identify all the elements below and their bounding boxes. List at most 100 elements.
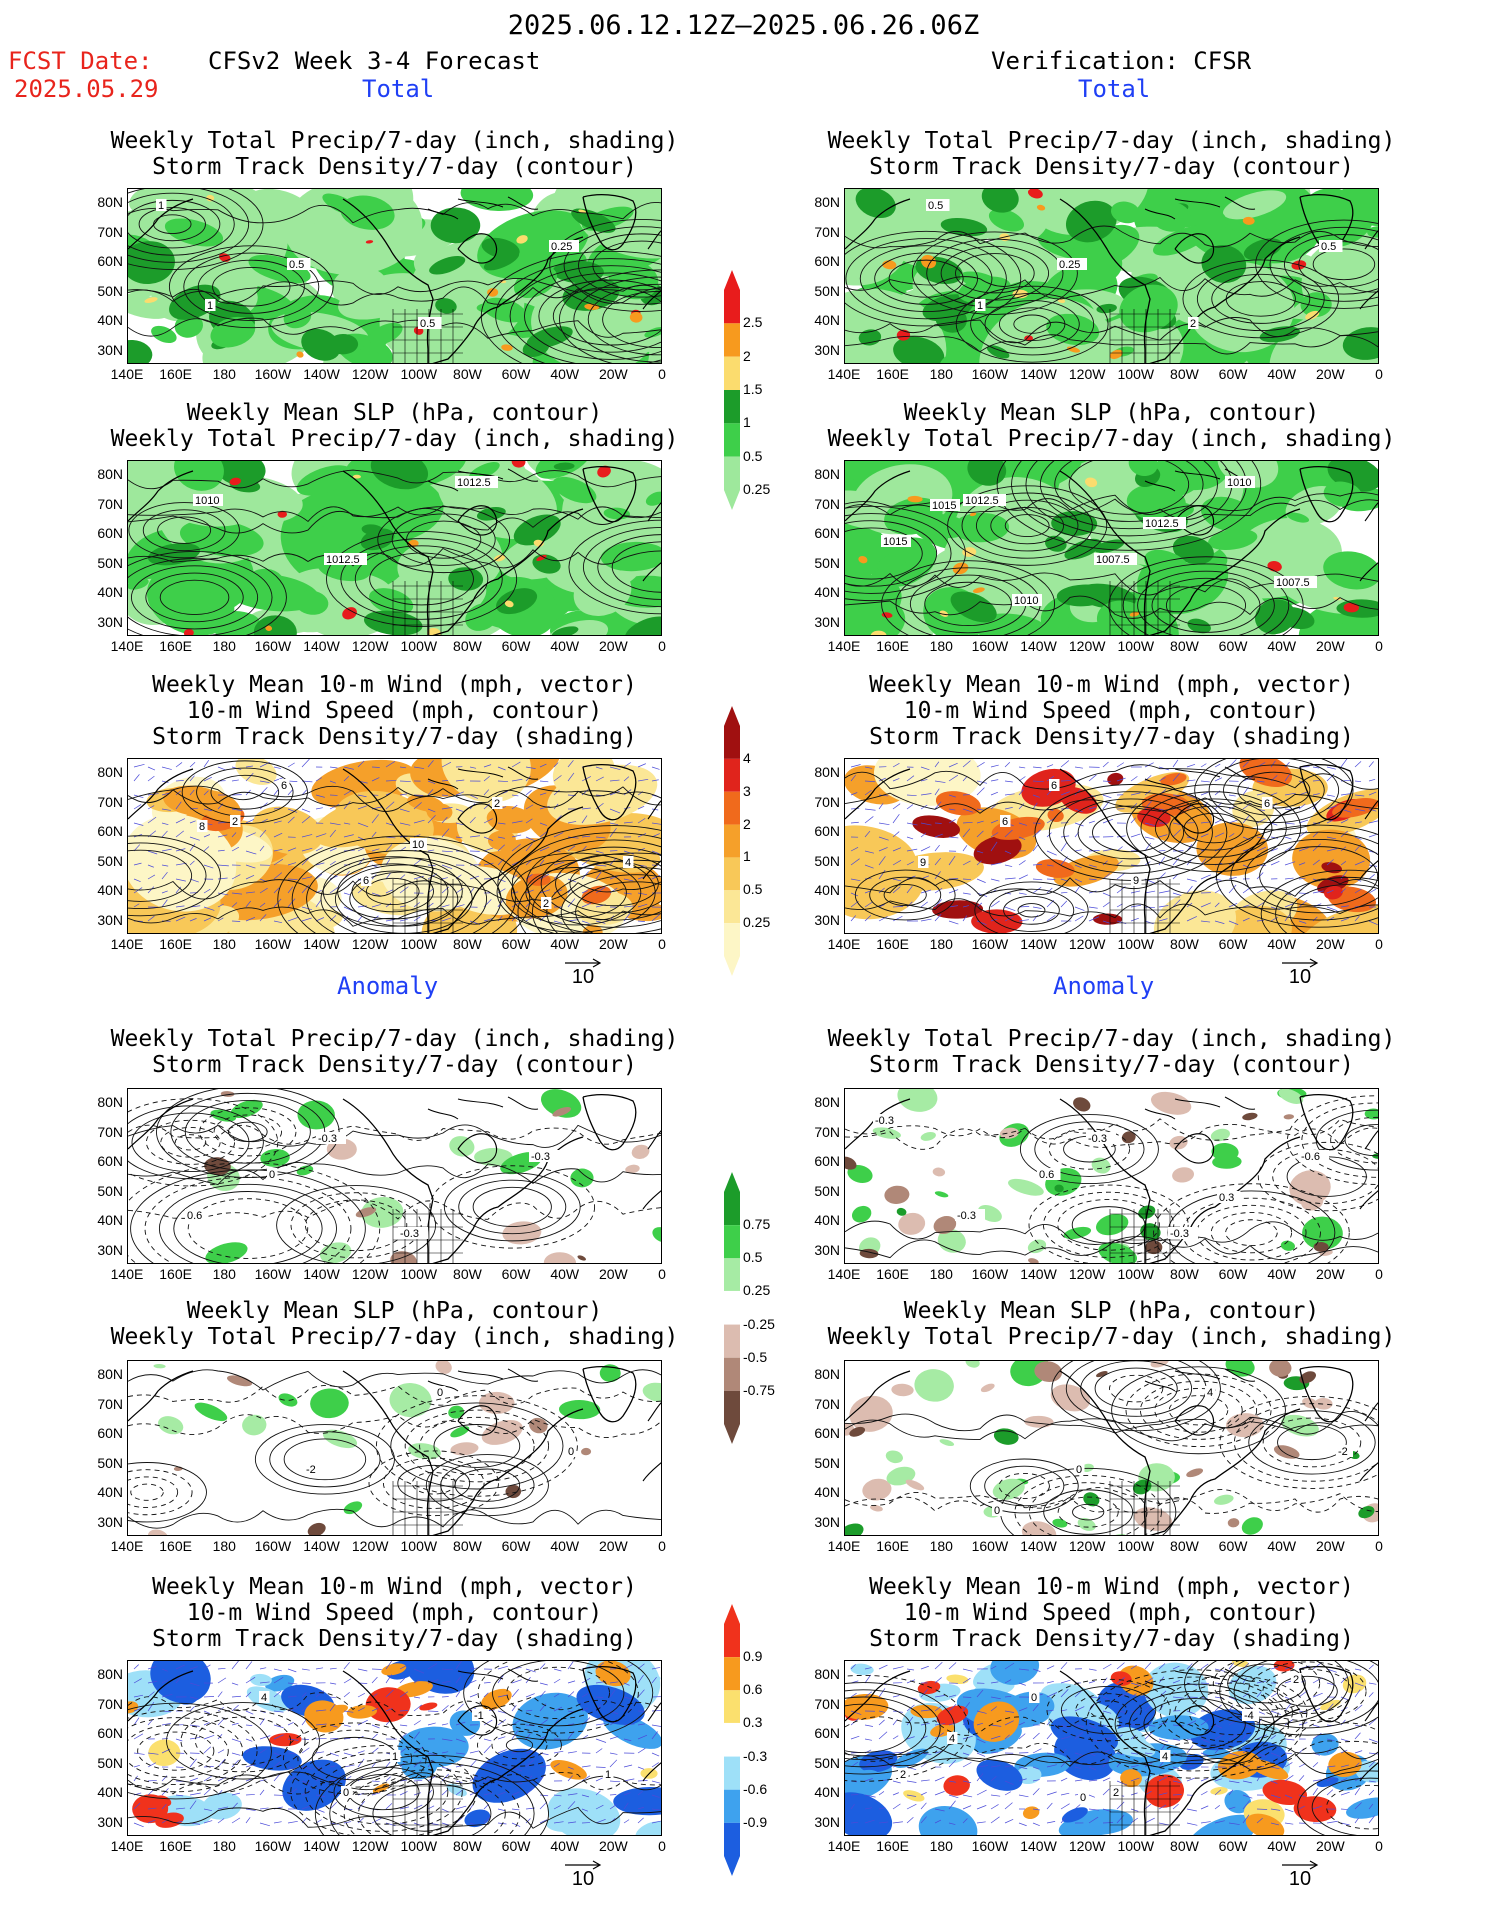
colorbar-label-precip_anom-2: 0.5 xyxy=(743,1249,763,1266)
lat-label-right-2-60N: 60N xyxy=(814,525,840,541)
lon-label-right-1-140W: 140W xyxy=(1020,366,1057,382)
lat-label-left-4-40N: 40N xyxy=(97,1212,123,1228)
contour-label-right-6-3: 2 xyxy=(900,1769,906,1781)
map-panel-right-6: 2 -4 2 0 4 2 4 0 xyxy=(844,1660,1379,1836)
lon-label-left-5-40W: 40W xyxy=(550,1538,580,1554)
lon-label-left-1-60W: 60W xyxy=(501,366,531,382)
lon-label-left-1-20W: 20W xyxy=(598,366,628,382)
contour-label-left-5-3: 0 xyxy=(568,1446,574,1458)
lat-label-right-5-50N: 50N xyxy=(814,1454,840,1471)
lon-label-left-2-60W: 60W xyxy=(501,638,531,654)
lon-label-left-5-160W: 160W xyxy=(254,1538,292,1554)
contour-label-right-4-6: 0.3 xyxy=(1219,1192,1234,1204)
contour-label-right-1-2: 0.25 xyxy=(1059,259,1080,271)
map-left-1: 1 0.5 0.5 0.25 1 xyxy=(128,189,661,363)
lat-label-right-1-30N: 30N xyxy=(814,341,840,358)
panel-title-right-3-line2: 10-m Wind Speed (mph, contour) xyxy=(903,698,1320,724)
left-anomaly-label: Anomaly xyxy=(337,972,439,1000)
lon-label-left-3-0: 0 xyxy=(658,936,666,952)
lon-label-left-4-140W: 140W xyxy=(303,1266,340,1282)
lon-label-right-5-120W: 120W xyxy=(1068,1538,1106,1554)
lon-label-left-1-120W: 120W xyxy=(351,366,389,382)
lat-label-left-2-60N: 60N xyxy=(97,525,123,541)
lat-label-left-6-50N: 50N xyxy=(97,1754,123,1771)
contour-label-left-6-4: 4 xyxy=(261,1692,267,1704)
contour-label-right-4-1: 0.6 xyxy=(1039,1169,1054,1181)
vector-ref-label-left-3: 10 xyxy=(571,966,595,988)
colorbar-label-storm_total-2: 3 xyxy=(743,782,751,799)
lon-label-right-1-120W: 120W xyxy=(1068,366,1106,382)
vector-ref-label-right-3: 10 xyxy=(1288,966,1312,988)
lat-label-right-1-60N: 60N xyxy=(814,253,840,269)
lon-label-left-1-140W: 140W xyxy=(303,366,340,382)
lon-label-left-6-160E: 160E xyxy=(159,1838,192,1854)
lon-label-left-1-80W: 80W xyxy=(453,366,482,382)
lon-label-right-6-60W: 60W xyxy=(1218,1838,1248,1854)
lat-label-left-3-40N: 40N xyxy=(97,882,123,898)
lon-label-right-5-160W: 160W xyxy=(971,1538,1009,1554)
colorbar-label-storm_anom-6: -0.9 xyxy=(743,1813,768,1830)
lon-label-right-6-80W: 80W xyxy=(1170,1838,1199,1854)
lat-label-left-4-30N: 30N xyxy=(97,1241,123,1258)
lat-label-left-3-70N: 70N xyxy=(97,793,123,810)
contour-label-left-4-4: 0.6 xyxy=(187,1210,202,1222)
colorbar-label-precip_total-4: 1 xyxy=(743,414,751,431)
contour-label-left-3-4: 4 xyxy=(625,857,631,869)
panel-title-right-6-line3: Storm Track Density/7-day (shading) xyxy=(869,1626,1354,1652)
map-right-1: 0.5 0.25 2 0.5 1 xyxy=(845,189,1378,363)
colorbar-label-storm_anom-4: -0.3 xyxy=(743,1747,768,1764)
contour-label-right-2-7: 1007.5 xyxy=(1276,577,1310,589)
panel-title-right-2-line2: Weekly Total Precip/7-day (inch, shading… xyxy=(827,426,1396,452)
lon-label-left-6-80W: 80W xyxy=(453,1838,482,1854)
lon-label-left-5-60W: 60W xyxy=(501,1538,531,1554)
contour-label-left-2-2: 1012.5 xyxy=(326,554,360,566)
lon-label-right-3-0: 0 xyxy=(1375,936,1383,952)
lat-label-right-2-70N: 70N xyxy=(814,495,840,512)
lat-label-right-1-50N: 50N xyxy=(814,282,840,299)
map-right-3: 6 9 6 9 6 xyxy=(845,759,1378,933)
colorbar-label-precip_total-1: 2.5 xyxy=(743,314,763,331)
lon-label-left-5-160E: 160E xyxy=(159,1538,192,1554)
lon-label-right-2-60W: 60W xyxy=(1218,638,1248,654)
colorbar-storm_total xyxy=(724,706,740,976)
lon-label-right-1-160W: 160W xyxy=(971,366,1009,382)
lon-label-right-4-40W: 40W xyxy=(1267,1266,1297,1282)
lon-label-left-5-80W: 80W xyxy=(453,1538,482,1554)
lon-label-right-2-180: 180 xyxy=(929,638,953,654)
colorbar-label-precip_total-3: 1.5 xyxy=(743,381,763,397)
lon-label-left-4-60W: 60W xyxy=(501,1266,531,1282)
lon-label-right-6-160E: 160E xyxy=(876,1838,909,1854)
lon-label-left-4-20W: 20W xyxy=(598,1266,628,1282)
lon-label-left-1-160W: 160W xyxy=(254,366,292,382)
panel-title-left-3-line3: Storm Track Density/7-day (shading) xyxy=(152,724,637,750)
panel-title-right-4-line1: Weekly Total Precip/7-day (inch, shading… xyxy=(827,1026,1396,1052)
lon-label-left-4-40W: 40W xyxy=(550,1266,580,1282)
lon-label-left-6-0: 0 xyxy=(658,1838,666,1854)
contour-label-left-3-2: 6 xyxy=(363,875,369,887)
lon-label-left-4-120W: 120W xyxy=(351,1266,389,1282)
lat-label-right-1-70N: 70N xyxy=(814,223,840,240)
vector-ref-arrow-right-6 xyxy=(1282,1860,1319,1870)
map-left-6: 0 -1 1 4 1 xyxy=(128,1661,661,1835)
lon-label-right-4-120W: 120W xyxy=(1068,1266,1106,1282)
panel-title-right-1-line2: Storm Track Density/7-day (contour) xyxy=(869,154,1354,180)
map-left-2: 1010 1012.5 1012.5 xyxy=(128,461,661,635)
lon-label-right-1-140E: 140E xyxy=(827,366,861,382)
lon-label-left-5-140E: 140E xyxy=(110,1538,144,1554)
map-panel-left-3: 2 6 2 4 6 10 2 8 xyxy=(127,758,662,934)
lon-label-right-6-100W: 100W xyxy=(1117,1838,1155,1854)
lat-label-left-6-60N: 60N xyxy=(97,1725,123,1741)
panel-title-left-2-line1: Weekly Mean SLP (hPa, contour) xyxy=(186,400,603,426)
lon-label-right-5-0: 0 xyxy=(1375,1538,1383,1554)
lon-label-left-5-0: 0 xyxy=(658,1538,666,1554)
lon-label-left-3-80W: 80W xyxy=(453,936,482,952)
contour-label-right-2-6: 1012.5 xyxy=(1145,518,1179,530)
lon-label-right-3-140W: 140W xyxy=(1020,936,1057,952)
lon-label-left-4-160W: 160W xyxy=(254,1266,292,1282)
lon-label-right-2-80W: 80W xyxy=(1170,638,1199,654)
lon-label-right-5-100W: 100W xyxy=(1117,1538,1155,1554)
colorbar-label-precip_total-5: 0.5 xyxy=(743,447,763,464)
lon-label-right-5-60W: 60W xyxy=(1218,1538,1248,1554)
lon-label-left-2-20W: 20W xyxy=(598,638,628,654)
vector-ref-label-left-6: 10 xyxy=(571,1868,595,1890)
